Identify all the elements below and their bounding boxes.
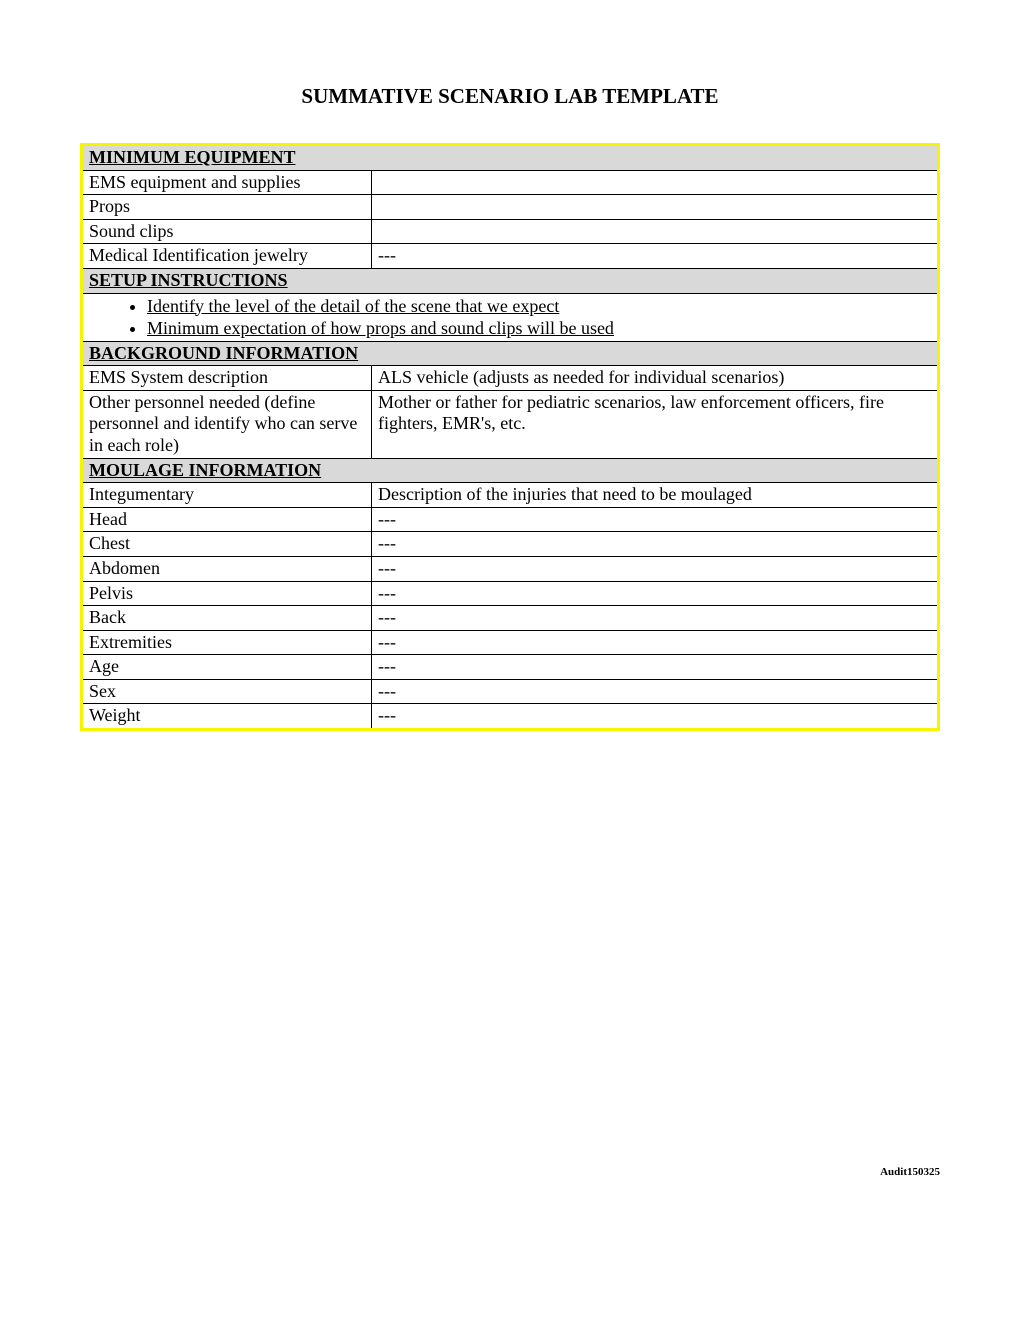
row-value: --- bbox=[372, 630, 939, 655]
row-value: Mother or father for pediatric scenarios… bbox=[372, 390, 939, 458]
row-value: --- bbox=[372, 655, 939, 680]
table-row: Pelvis --- bbox=[82, 581, 939, 606]
row-label: Head bbox=[82, 507, 372, 532]
section-header-moulage-information: MOULAGE INFORMATION bbox=[82, 458, 939, 483]
setup-bullets-cell: Identify the level of the detail of the … bbox=[82, 293, 939, 341]
section-header-label: SETUP INSTRUCTIONS bbox=[82, 268, 939, 293]
row-value: --- bbox=[372, 507, 939, 532]
row-value: --- bbox=[372, 606, 939, 631]
row-label: Integumentary bbox=[82, 483, 372, 508]
section-header-background-information: BACKGROUND INFORMATION bbox=[82, 341, 939, 366]
section-header-label: MOULAGE INFORMATION bbox=[82, 458, 939, 483]
row-value bbox=[372, 195, 939, 220]
row-label: Medical Identification jewelry bbox=[82, 244, 372, 269]
row-label: EMS System description bbox=[82, 366, 372, 391]
row-label: Abdomen bbox=[82, 556, 372, 581]
row-label: Age bbox=[82, 655, 372, 680]
row-value: --- bbox=[372, 532, 939, 557]
page-title: SUMMATIVE SCENARIO LAB TEMPLATE bbox=[80, 84, 940, 109]
row-value: ALS vehicle (adjusts as needed for indiv… bbox=[372, 366, 939, 391]
row-label: Other personnel needed (define personnel… bbox=[82, 390, 372, 458]
table-row: Age --- bbox=[82, 655, 939, 680]
row-value bbox=[372, 170, 939, 195]
row-value bbox=[372, 219, 939, 244]
row-label: Weight bbox=[82, 704, 372, 730]
row-value: --- bbox=[372, 244, 939, 269]
row-label: Pelvis bbox=[82, 581, 372, 606]
table-row: Sound clips bbox=[82, 219, 939, 244]
table-row: EMS System description ALS vehicle (adju… bbox=[82, 366, 939, 391]
row-label: Back bbox=[82, 606, 372, 631]
table-row: Sex --- bbox=[82, 679, 939, 704]
section-header-minimum-equipment: MINIMUM EQUIPMENT bbox=[82, 145, 939, 171]
row-label: EMS equipment and supplies bbox=[82, 170, 372, 195]
table-row: Medical Identification jewelry --- bbox=[82, 244, 939, 269]
table-row: Weight --- bbox=[82, 704, 939, 730]
scenario-template-table: MINIMUM EQUIPMENT EMS equipment and supp… bbox=[80, 143, 940, 731]
row-value: Description of the injuries that need to… bbox=[372, 483, 939, 508]
row-label: Extremities bbox=[82, 630, 372, 655]
section-header-label: MINIMUM EQUIPMENT bbox=[82, 145, 939, 171]
setup-bullet-item: Identify the level of the detail of the … bbox=[147, 295, 931, 318]
row-label: Sound clips bbox=[82, 219, 372, 244]
table-row: Props bbox=[82, 195, 939, 220]
table-row: Abdomen --- bbox=[82, 556, 939, 581]
row-label: Chest bbox=[82, 532, 372, 557]
row-value: --- bbox=[372, 679, 939, 704]
table-row: Head --- bbox=[82, 507, 939, 532]
table-row: EMS equipment and supplies bbox=[82, 170, 939, 195]
table-row: Extremities --- bbox=[82, 630, 939, 655]
section-header-label: BACKGROUND INFORMATION bbox=[82, 341, 939, 366]
row-value: --- bbox=[372, 556, 939, 581]
table-row: Back --- bbox=[82, 606, 939, 631]
row-label: Props bbox=[82, 195, 372, 220]
table-row: Chest --- bbox=[82, 532, 939, 557]
section-header-setup-instructions: SETUP INSTRUCTIONS bbox=[82, 268, 939, 293]
setup-bullet-item: Minimum expectation of how props and sou… bbox=[147, 317, 931, 340]
table-row: Other personnel needed (define personnel… bbox=[82, 390, 939, 458]
row-value: --- bbox=[372, 704, 939, 730]
table-row: Integumentary Description of the injurie… bbox=[82, 483, 939, 508]
row-label: Sex bbox=[82, 679, 372, 704]
setup-bullet-list: Identify the level of the detail of the … bbox=[89, 295, 931, 340]
footer-audit-id: Audit150325 bbox=[880, 1166, 940, 1178]
row-value: --- bbox=[372, 581, 939, 606]
setup-bullets-row: Identify the level of the detail of the … bbox=[82, 293, 939, 341]
